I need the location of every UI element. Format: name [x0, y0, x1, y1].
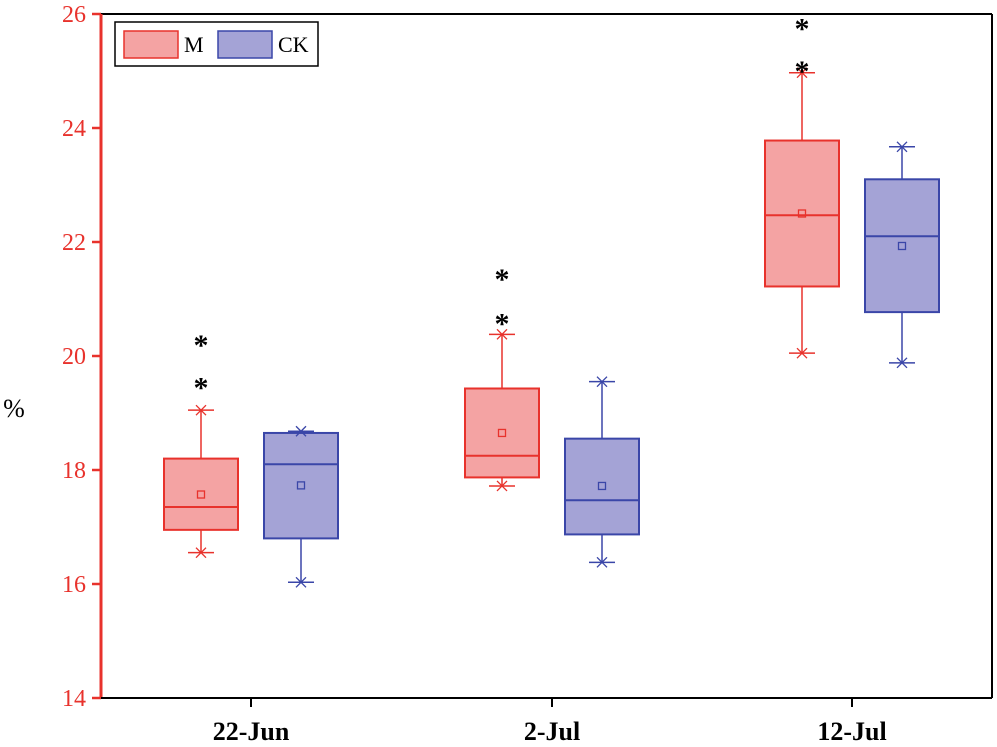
min-marker	[195, 547, 207, 559]
mean-marker	[497, 428, 507, 438]
box-CK-2-Jul	[564, 376, 640, 568]
marker-stroke	[295, 576, 307, 588]
x-axis: 22-Jun 2-Jul 12-Jul	[101, 697, 992, 746]
marker-stroke	[496, 328, 508, 340]
mean-marker	[897, 241, 907, 251]
max-marker	[195, 404, 207, 416]
mean-marker	[196, 490, 206, 499]
y-axis-label: %	[3, 394, 25, 423]
significance-star: *	[795, 12, 810, 45]
min-marker	[596, 556, 608, 568]
legend-swatch-CK	[217, 30, 273, 59]
max-marker	[496, 328, 508, 340]
y-tick-label: 24	[62, 116, 86, 142]
box-CK-22-Jun	[263, 425, 339, 588]
y-tick-label: 14	[62, 686, 86, 712]
y-tick-label: 20	[62, 344, 86, 370]
box-body	[263, 431, 339, 540]
significance-star: *	[495, 308, 510, 341]
marker-stroke	[295, 425, 307, 437]
min-marker	[796, 347, 808, 359]
legend-swatch-M	[123, 30, 179, 59]
legend-label-M: M	[184, 32, 204, 57]
max-marker	[896, 141, 908, 153]
marker-stroke	[796, 67, 808, 79]
marker-stroke	[596, 556, 608, 568]
min-marker	[496, 480, 508, 492]
y-axis: 14 16 18 20 22 24 26	[62, 2, 103, 712]
marker-stroke	[896, 357, 908, 369]
y-tick-label: 16	[62, 572, 86, 598]
marker-stroke	[896, 141, 908, 153]
x-tick-label: 22-Jun	[213, 717, 290, 746]
significance-star: *	[194, 329, 209, 362]
marker-stroke	[195, 404, 207, 416]
max-marker	[796, 67, 808, 79]
min-marker	[295, 576, 307, 588]
legend: M CK	[114, 21, 319, 67]
x-tick-label: 12-Jul	[817, 717, 886, 746]
min-marker	[896, 357, 908, 369]
box-body	[764, 139, 840, 288]
significance-star: *	[194, 372, 209, 405]
box-M-12-Jul	[764, 67, 840, 359]
marker-stroke	[596, 376, 608, 388]
significance-star: *	[495, 263, 510, 296]
x-tick-label: 2-Jul	[524, 717, 580, 746]
y-tick-label: 26	[62, 2, 86, 28]
box-M-22-Jun	[163, 404, 239, 559]
significance-stars: * * * * * *	[194, 12, 810, 404]
box-body	[464, 387, 540, 479]
marker-stroke	[796, 347, 808, 359]
box-M-2-Jul	[464, 328, 540, 492]
box-body	[564, 437, 640, 536]
max-marker	[596, 376, 608, 388]
box-body	[163, 457, 239, 531]
max-marker	[295, 425, 307, 437]
significance-star: *	[795, 55, 810, 88]
marker-stroke	[496, 480, 508, 492]
y-tick-label: 18	[62, 458, 86, 484]
legend-label-CK: CK	[278, 32, 309, 57]
plot-frame	[101, 13, 993, 698]
y-tick-label: 22	[62, 230, 86, 256]
mean-marker	[296, 481, 306, 490]
marker-stroke	[195, 547, 207, 559]
mean-marker	[597, 481, 607, 491]
box-CK-12-Jul	[864, 141, 940, 369]
mean-marker	[797, 209, 807, 218]
box-body	[864, 178, 940, 314]
boxes-layer	[163, 67, 940, 588]
